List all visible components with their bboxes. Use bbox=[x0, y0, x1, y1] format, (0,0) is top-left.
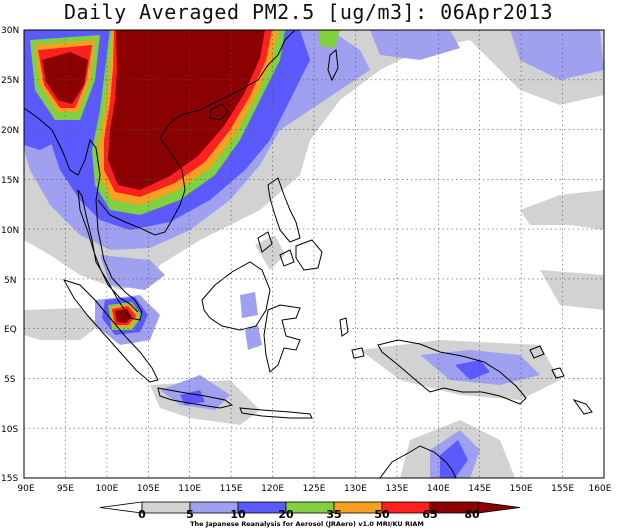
lat-label: 15S bbox=[1, 474, 18, 484]
colorbar-segment bbox=[477, 501, 521, 514]
pm-field-darkred bbox=[115, 309, 132, 323]
colorbar-label: 5 bbox=[186, 508, 194, 521]
colorbar-label: 80 bbox=[464, 508, 480, 521]
pm-field-lightblue bbox=[370, 30, 460, 60]
lon-label: 125E bbox=[303, 484, 326, 494]
lat-label: 30N bbox=[1, 26, 19, 36]
lat-label: 5S bbox=[4, 375, 16, 385]
pm-field-lightblue bbox=[240, 292, 258, 318]
concentration-fields bbox=[24, 30, 604, 478]
pm-field-blue bbox=[440, 440, 468, 478]
lon-label: 140E bbox=[427, 484, 450, 494]
lon-label: 115E bbox=[220, 484, 243, 494]
coastlines bbox=[24, 30, 593, 478]
lat-label: 20N bbox=[1, 126, 19, 136]
lon-label: 135E bbox=[385, 484, 408, 494]
colorbar bbox=[99, 501, 521, 514]
data-credit: The Japanese Reanalysis for Aerosol (JRA… bbox=[190, 520, 424, 528]
pm-field-darkred bbox=[42, 52, 88, 104]
colorbar-label: 20 bbox=[278, 508, 294, 521]
pm-field-lightblue bbox=[100, 255, 165, 290]
map-frame bbox=[23, 29, 605, 479]
pm-field-lightblue bbox=[510, 30, 604, 80]
colorbar-label: 35 bbox=[326, 508, 341, 521]
lat-label: 10N bbox=[1, 226, 19, 236]
pm-field-blue bbox=[180, 390, 205, 405]
colorbar-segment bbox=[99, 501, 143, 514]
lon-label: 105E bbox=[137, 484, 160, 494]
lon-label: 155E bbox=[551, 484, 574, 494]
map-title: Daily Averaged PM2.5 [ug/m3]: 06Apr2013 bbox=[63, 0, 554, 24]
lon-label: 120E bbox=[261, 484, 284, 494]
lon-label: 150E bbox=[510, 484, 533, 494]
pm-field-lightblue bbox=[245, 325, 262, 350]
colorbar-labels: 0 5 10 20 35 50 65 80 bbox=[138, 508, 480, 521]
lat-label: 15N bbox=[1, 176, 19, 186]
pm-field-gray bbox=[520, 190, 604, 230]
pm-field-gray bbox=[255, 235, 285, 270]
lat-label: 10S bbox=[1, 425, 18, 435]
pm-field-darkred bbox=[108, 30, 265, 190]
colorbar-label: 0 bbox=[138, 508, 146, 521]
pm-field-blue bbox=[455, 360, 490, 380]
colorbar-label: 50 bbox=[374, 508, 390, 521]
pm-field-gray bbox=[24, 308, 100, 340]
lon-label: 90E bbox=[17, 484, 34, 494]
pm-field-green bbox=[318, 30, 340, 48]
lon-label: 160E bbox=[589, 484, 612, 494]
lat-label: 5N bbox=[4, 276, 16, 286]
latitude-labels: 30N 25N 20N 15N 10N 5N EQ 5S 10S 15S bbox=[1, 26, 19, 484]
lat-label: EQ bbox=[4, 325, 17, 335]
lon-label: 100E bbox=[95, 484, 118, 494]
lon-label: 130E bbox=[344, 484, 367, 494]
colorbar-label: 65 bbox=[422, 508, 437, 521]
lon-label: 145E bbox=[468, 484, 491, 494]
colorbar-label: 10 bbox=[230, 508, 246, 521]
colorbar-segment bbox=[141, 501, 191, 514]
longitude-labels: 90E 95E 100E 105E 110E 115E 120E 125E 13… bbox=[17, 484, 611, 494]
pm-field-gray bbox=[540, 270, 604, 310]
lon-label: 95E bbox=[57, 484, 74, 494]
lat-label: 25N bbox=[1, 76, 19, 86]
lon-label: 110E bbox=[178, 484, 201, 494]
